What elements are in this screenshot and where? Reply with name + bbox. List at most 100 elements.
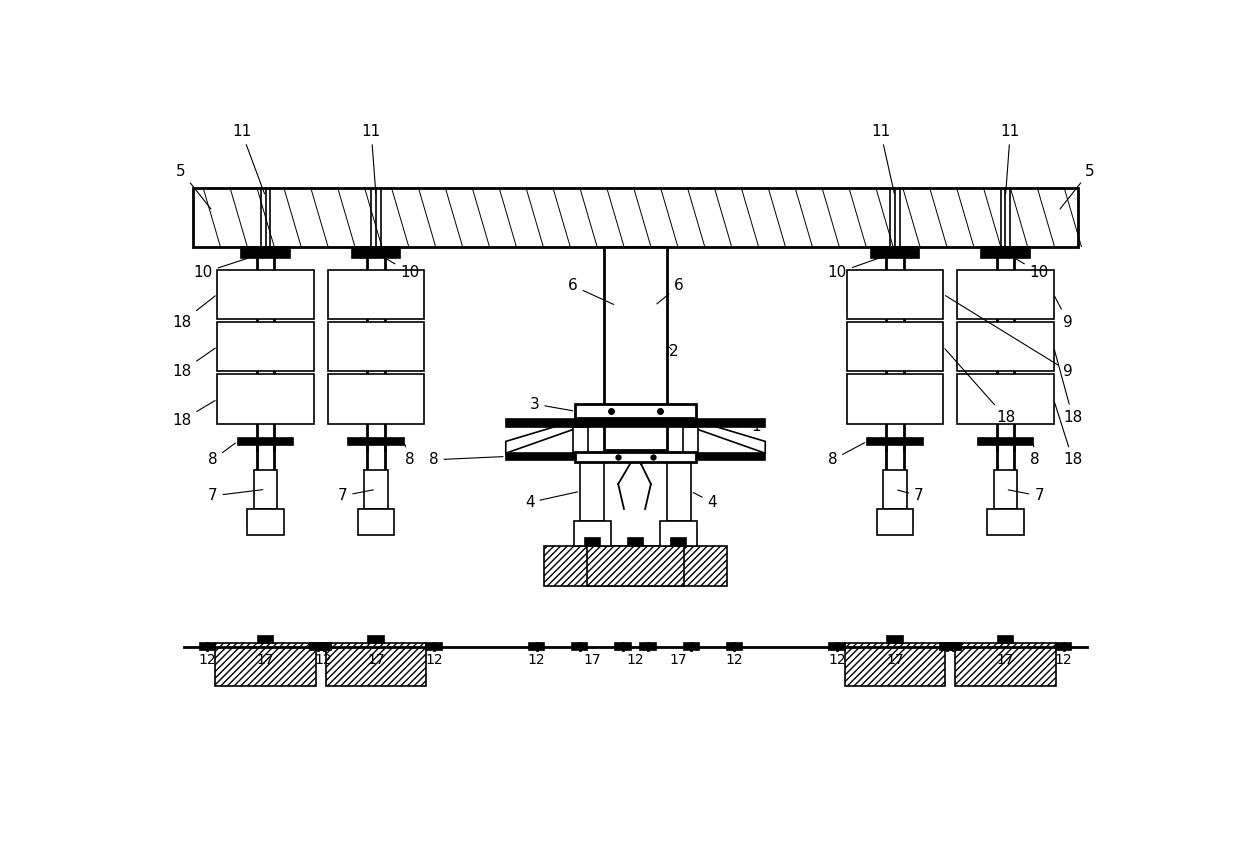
Text: 2: 2 [668, 344, 678, 359]
Text: 10: 10 [827, 253, 893, 280]
Bar [667, 462, 691, 521]
Text: 6: 6 [568, 279, 614, 304]
Bar [575, 452, 696, 462]
Bar [528, 643, 544, 650]
Text: 1: 1 [746, 419, 760, 435]
Bar [310, 643, 326, 650]
Text: 3: 3 [529, 396, 573, 412]
Text: 12: 12 [626, 653, 645, 667]
Bar [427, 643, 441, 650]
Text: 12: 12 [725, 653, 743, 667]
Bar [847, 375, 942, 423]
Text: 9: 9 [1055, 296, 1073, 330]
Bar [326, 643, 427, 686]
Bar [982, 246, 1029, 258]
Bar [572, 643, 588, 650]
Bar [580, 462, 604, 521]
Bar [242, 246, 290, 258]
Text: 18: 18 [1054, 402, 1083, 467]
Bar [575, 404, 696, 418]
Bar [640, 643, 656, 650]
Text: 4: 4 [525, 492, 578, 510]
Bar [977, 438, 1033, 445]
Bar [877, 509, 913, 535]
Bar [368, 636, 383, 643]
Text: 8: 8 [208, 443, 236, 467]
Text: 18: 18 [172, 296, 216, 330]
Text: 12: 12 [425, 653, 443, 667]
Bar [506, 453, 765, 460]
Text: 10: 10 [378, 254, 419, 280]
Text: 12: 12 [198, 653, 216, 667]
Text: 9: 9 [945, 296, 1073, 379]
Text: 7: 7 [898, 488, 924, 504]
Text: 6: 6 [657, 279, 683, 304]
Bar [258, 636, 273, 643]
Text: 17: 17 [257, 653, 274, 667]
Bar [883, 469, 906, 509]
Bar [215, 643, 316, 686]
Text: 17: 17 [584, 653, 601, 667]
Text: 8: 8 [404, 444, 414, 467]
Text: 8: 8 [1029, 444, 1039, 467]
Bar [610, 246, 622, 450]
Bar [506, 419, 765, 427]
Bar [573, 427, 588, 453]
Bar [683, 643, 699, 650]
Bar [940, 643, 955, 650]
Text: 11: 11 [1001, 124, 1021, 193]
Bar [987, 509, 1024, 535]
Text: 5: 5 [1060, 164, 1095, 209]
Bar [316, 643, 331, 650]
Bar [200, 643, 215, 650]
Bar [649, 246, 661, 450]
Text: 18: 18 [945, 348, 1016, 424]
Bar [615, 643, 631, 650]
Text: 18: 18 [172, 400, 215, 428]
Bar [352, 246, 401, 258]
Bar [247, 509, 284, 535]
Bar [193, 187, 1078, 246]
Polygon shape [506, 419, 580, 453]
Bar [588, 546, 683, 586]
Bar [327, 269, 424, 319]
Bar [217, 269, 314, 319]
Text: 12: 12 [528, 653, 546, 667]
Text: 10: 10 [1008, 254, 1049, 280]
Bar [957, 322, 1054, 371]
Bar [727, 643, 743, 650]
Bar [994, 469, 1017, 509]
Bar [671, 538, 687, 546]
Bar [867, 438, 923, 445]
Bar [998, 636, 1013, 643]
Text: 17: 17 [367, 653, 384, 667]
Bar [1056, 643, 1071, 650]
Text: 12: 12 [828, 653, 846, 667]
Bar [365, 469, 388, 509]
Text: 8: 8 [827, 443, 864, 467]
Text: 18: 18 [1054, 349, 1083, 424]
Bar [955, 643, 1056, 686]
Text: 5: 5 [176, 164, 211, 209]
Bar [661, 521, 697, 546]
Bar [957, 269, 1054, 319]
Bar [847, 269, 942, 319]
Text: 7: 7 [1008, 488, 1044, 504]
Text: 18: 18 [172, 348, 216, 379]
Text: 11: 11 [232, 124, 264, 193]
Bar [627, 538, 644, 546]
Text: 11: 11 [870, 124, 894, 193]
Text: 12: 12 [315, 653, 332, 667]
Bar [217, 375, 314, 423]
Bar [870, 246, 919, 258]
Bar [254, 469, 277, 509]
Text: 11: 11 [362, 124, 381, 193]
Bar [217, 322, 314, 371]
Bar [945, 643, 961, 650]
Text: 7: 7 [337, 488, 373, 504]
Text: 17: 17 [997, 653, 1014, 667]
Bar [327, 322, 424, 371]
Bar [238, 438, 294, 445]
Bar [584, 538, 600, 546]
Bar [544, 546, 640, 586]
